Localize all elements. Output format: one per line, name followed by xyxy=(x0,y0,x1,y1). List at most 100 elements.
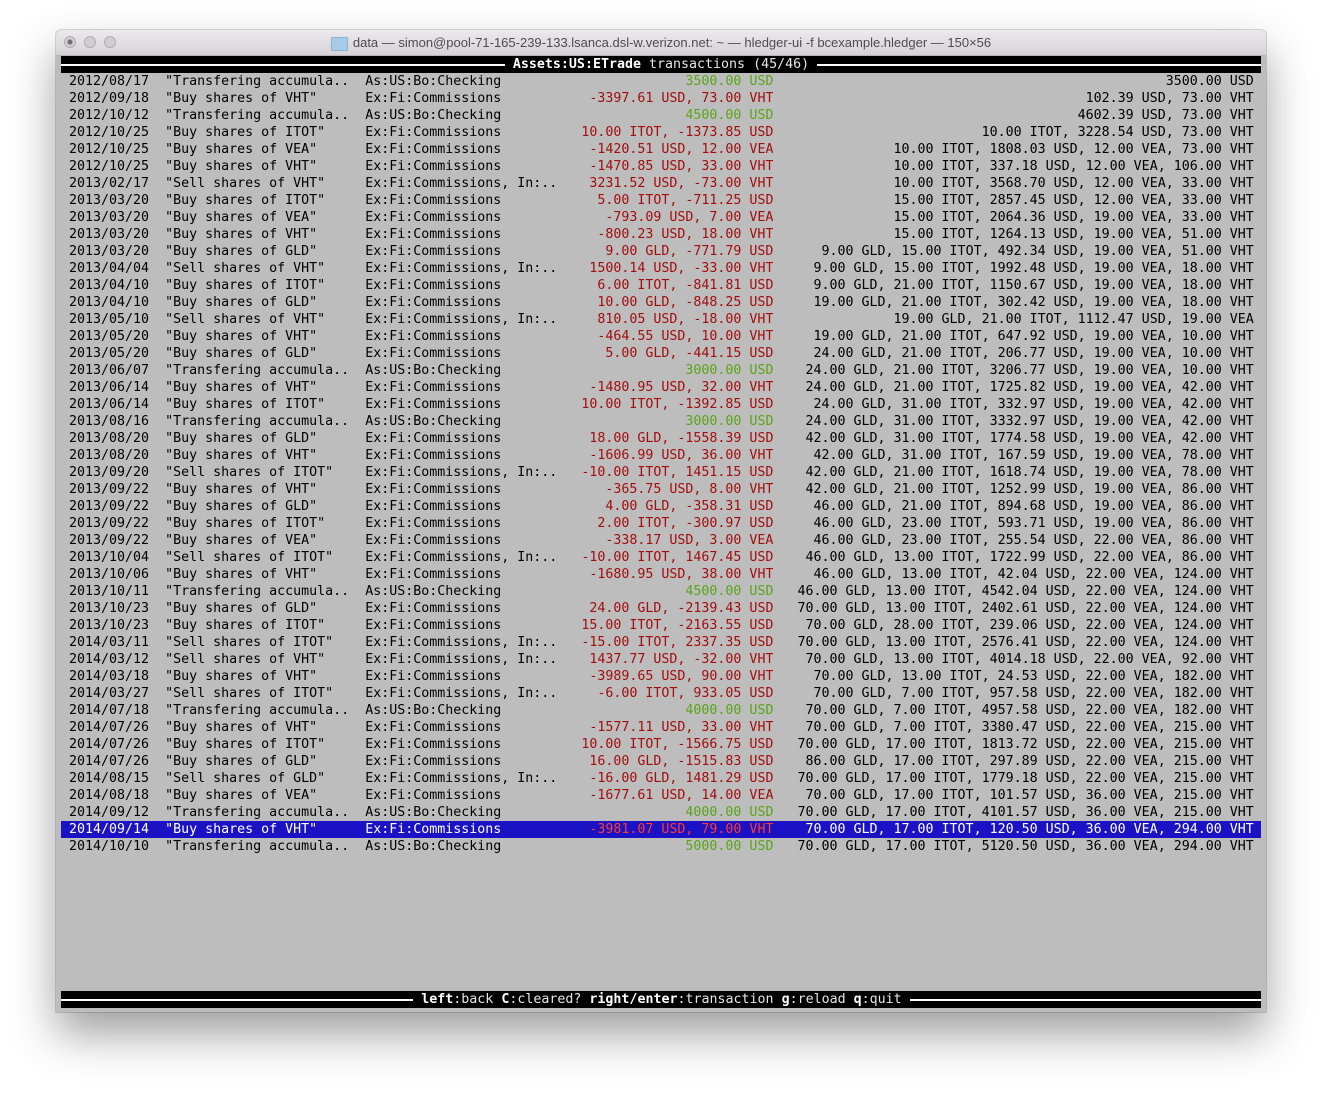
description-cell: "Buy shares of VHT" xyxy=(165,159,318,174)
spacer xyxy=(61,787,69,804)
table-row[interactable]: 2013/05/20 "Buy shares of VHT" Ex:Fi:Commi… xyxy=(61,328,1261,345)
table-row[interactable]: 2013/04/10 "Buy shares of ITOT" Ex:Fi:Comm… xyxy=(61,277,1261,294)
description-cell: "Transfering accumula.. xyxy=(165,839,350,854)
table-row[interactable]: 2014/08/18 "Buy shares of VEA" Ex:Fi:Commi… xyxy=(61,787,1261,804)
amount-cell: 810.05 USD, -18.00 VHT xyxy=(597,312,774,327)
table-row[interactable]: 2013/04/10 "Buy shares of GLD" Ex:Fi:Commi… xyxy=(61,294,1261,311)
description-cell: "Buy shares of ITOT" xyxy=(165,397,326,412)
table-row[interactable]: 2014/07/26 "Buy shares of VHT" Ex:Fi:Commi… xyxy=(61,719,1261,736)
table-row[interactable]: 2014/07/18 "Transfering accumula.. As:US:B… xyxy=(61,702,1261,719)
table-row[interactable]: 2014/09/12 "Transfering accumula.. As:US:B… xyxy=(61,804,1261,821)
date-cell: 2013/02/17 xyxy=(69,176,150,191)
table-row[interactable]: 2013/10/23 "Buy shares of ITOT" Ex:Fi:Comm… xyxy=(61,617,1261,634)
account-cell: Ex:Fi:Commissions xyxy=(365,346,502,361)
table-row[interactable]: 2013/09/22 "Buy shares of ITOT" Ex:Fi:Comm… xyxy=(61,515,1261,532)
spacer xyxy=(61,294,69,311)
table-row[interactable]: 2013/06/14 "Buy shares of VHT" Ex:Fi:Commi… xyxy=(61,379,1261,396)
table-row[interactable]: 2013/02/17 "Sell shares of VHT" Ex:Fi:Comm… xyxy=(61,175,1261,192)
table-row[interactable]: 2013/10/23 "Buy shares of GLD" Ex:Fi:Commi… xyxy=(61,600,1261,617)
table-row[interactable]: 2013/05/10 "Sell shares of VHT" Ex:Fi:Comm… xyxy=(61,311,1261,328)
balance-cell: 24.00 GLD, 21.00 ITOT, 1725.82 USD, 19.0… xyxy=(805,380,1254,395)
table-row[interactable]: 2012/10/25 "Buy shares of VHT" Ex:Fi:Commi… xyxy=(61,158,1261,175)
zoom-button[interactable] xyxy=(104,36,116,48)
table-row[interactable]: 2014/10/10 "Transfering accumula.. As:US:B… xyxy=(61,838,1261,855)
description-cell: "Sell shares of VHT" xyxy=(165,176,326,191)
table-row[interactable]: 2012/10/25 "Buy shares of ITOT" Ex:Fi:Comm… xyxy=(61,124,1261,141)
spacer xyxy=(61,736,69,753)
table-row[interactable]: 2013/03/20 "Buy shares of VEA" Ex:Fi:Commi… xyxy=(61,209,1261,226)
amount-cell: 5.00 ITOT, -711.25 USD xyxy=(597,193,774,208)
table-row[interactable]: 2012/10/25 "Buy shares of VEA" Ex:Fi:Commi… xyxy=(61,141,1261,158)
spacer xyxy=(61,328,69,345)
balance-cell: 70.00 GLD, 17.00 ITOT, 1813.72 USD, 22.0… xyxy=(797,737,1254,752)
account-cell: As:US:Bo:Checking xyxy=(365,805,502,820)
account-cell: Ex:Fi:Commissions xyxy=(365,125,502,140)
amount-cell: 4500.00 USD xyxy=(685,584,774,599)
table-row[interactable]: 2013/10/11 "Transfering accumula.. As:US:B… xyxy=(61,583,1261,600)
spacer xyxy=(61,192,69,209)
table-row[interactable]: 2013/03/20 "Buy shares of ITOT" Ex:Fi:Comm… xyxy=(61,192,1261,209)
table-row[interactable]: 2013/08/20 "Buy shares of VHT" Ex:Fi:Commi… xyxy=(61,447,1261,464)
table-row[interactable]: 2014/08/15 "Sell shares of GLD" Ex:Fi:Comm… xyxy=(61,770,1261,787)
spacer xyxy=(61,668,69,685)
hint-key: g xyxy=(781,992,790,1007)
table-row[interactable]: 2012/09/18 "Buy shares of VHT" Ex:Fi:Commi… xyxy=(61,90,1261,107)
table-row[interactable]: 2013/08/20 "Buy shares of GLD" Ex:Fi:Commi… xyxy=(61,430,1261,447)
table-row[interactable]: 2013/05/20 "Buy shares of GLD" Ex:Fi:Commi… xyxy=(61,345,1261,362)
date-cell: 2013/10/04 xyxy=(69,550,150,565)
amount-cell: -800.23 USD, 18.00 VHT xyxy=(597,227,774,242)
balance-cell: 4602.39 USD, 73.00 VHT xyxy=(1077,108,1254,123)
account-cell: Ex:Fi:Commissions xyxy=(365,601,502,616)
table-row[interactable]: 2013/04/04 "Sell shares of VHT" Ex:Fi:Comm… xyxy=(61,260,1261,277)
close-button[interactable] xyxy=(64,36,76,48)
table-row[interactable]: 2013/06/07 "Transfering accumula.. As:US:B… xyxy=(61,362,1261,379)
balance-cell: 42.00 GLD, 21.00 ITOT, 1252.99 USD, 19.0… xyxy=(805,482,1254,497)
table-row[interactable]: 2013/10/04 "Sell shares of ITOT" Ex:Fi:Com… xyxy=(61,549,1261,566)
account-cell: Ex:Fi:Commissions xyxy=(365,397,502,412)
table-row[interactable]: 2014/03/11 "Sell shares of ITOT" Ex:Fi:Com… xyxy=(61,634,1261,651)
account-cell: Ex:Fi:Commissions xyxy=(365,822,502,837)
description-cell: "Sell shares of ITOT" xyxy=(165,635,334,650)
table-row[interactable]: 2013/09/22 "Buy shares of GLD" Ex:Fi:Commi… xyxy=(61,498,1261,515)
key-hints: left:back C:cleared? right/enter:transac… xyxy=(413,991,909,1008)
table-row[interactable]: 2014/07/26 "Buy shares of GLD" Ex:Fi:Commi… xyxy=(61,753,1261,770)
balance-cell: 19.00 GLD, 21.00 ITOT, 1112.47 USD, 19.0… xyxy=(893,312,1254,327)
table-row[interactable]: 2012/08/17 "Transfering accumula.. As:US:B… xyxy=(61,73,1261,90)
terminal-screen[interactable]: Assets:US:ETrade transactions (45/46) 20… xyxy=(61,56,1261,1008)
table-row[interactable]: 2014/03/27 "Sell shares of ITOT" Ex:Fi:Com… xyxy=(61,685,1261,702)
table-row[interactable]: 2012/10/12 "Transfering accumula.. As:US:B… xyxy=(61,107,1261,124)
table-row[interactable]: 2014/03/18 "Buy shares of VHT" Ex:Fi:Commi… xyxy=(61,668,1261,685)
table-row[interactable]: 2013/10/06 "Buy shares of VHT" Ex:Fi:Commi… xyxy=(61,566,1261,583)
date-cell: 2013/03/20 xyxy=(69,227,150,242)
amount-cell: -464.55 USD, 10.00 VHT xyxy=(597,329,774,344)
table-row[interactable]: 2013/03/20 "Buy shares of GLD" Ex:Fi:Commi… xyxy=(61,243,1261,260)
table-row[interactable]: 2013/09/22 "Buy shares of VEA" Ex:Fi:Commi… xyxy=(61,532,1261,549)
table-row[interactable]: 2014/07/26 "Buy shares of ITOT" Ex:Fi:Comm… xyxy=(61,736,1261,753)
amount-cell: -1470.85 USD, 33.00 VHT xyxy=(589,159,774,174)
table-row[interactable]: 2013/08/16 "Transfering accumula.. As:US:B… xyxy=(61,413,1261,430)
table-row[interactable]: 2013/09/20 "Sell shares of ITOT" Ex:Fi:Com… xyxy=(61,464,1261,481)
table-row[interactable]: 2013/03/20 "Buy shares of VHT" Ex:Fi:Commi… xyxy=(61,226,1261,243)
balance-cell: 70.00 GLD, 17.00 ITOT, 1779.18 USD, 22.0… xyxy=(797,771,1254,786)
date-cell: 2014/10/10 xyxy=(69,839,150,854)
hint-label: :reload xyxy=(789,992,846,1007)
balance-cell: 46.00 GLD, 23.00 ITOT, 255.54 USD, 22.00… xyxy=(813,533,1254,548)
hint-label: :back xyxy=(453,992,494,1007)
table-row[interactable]: 2013/06/14 "Buy shares of ITOT" Ex:Fi:Comm… xyxy=(61,396,1261,413)
table-row[interactable]: 2013/09/22 "Buy shares of VHT" Ex:Fi:Commi… xyxy=(61,481,1261,498)
minimize-button[interactable] xyxy=(84,36,96,48)
account-cell: Ex:Fi:Commissions xyxy=(365,482,502,497)
description-cell: "Buy shares of VHT" xyxy=(165,329,318,344)
amount-cell: 6.00 ITOT, -841.81 USD xyxy=(597,278,774,293)
transaction-list[interactable]: 2012/08/17 "Transfering accumula.. As:US:B… xyxy=(61,73,1261,855)
table-row[interactable]: 2014/03/12 "Sell shares of VHT" Ex:Fi:Comm… xyxy=(61,651,1261,668)
spacer xyxy=(61,107,69,124)
account-cell: Ex:Fi:Commissions, In:.. xyxy=(365,312,558,327)
balance-cell: 9.00 GLD, 15.00 ITOT, 1992.48 USD, 19.00… xyxy=(813,261,1254,276)
amount-cell: 4000.00 USD xyxy=(685,805,774,820)
date-cell: 2013/06/14 xyxy=(69,380,150,395)
balance-cell: 9.00 GLD, 15.00 ITOT, 492.34 USD, 19.00 … xyxy=(821,244,1254,259)
spacer xyxy=(61,362,69,379)
table-row-selected[interactable]: 2014/09/14 "Buy shares of VHT" Ex:Fi:Commi… xyxy=(61,821,1261,838)
description-cell: "Buy shares of GLD" xyxy=(165,601,318,616)
